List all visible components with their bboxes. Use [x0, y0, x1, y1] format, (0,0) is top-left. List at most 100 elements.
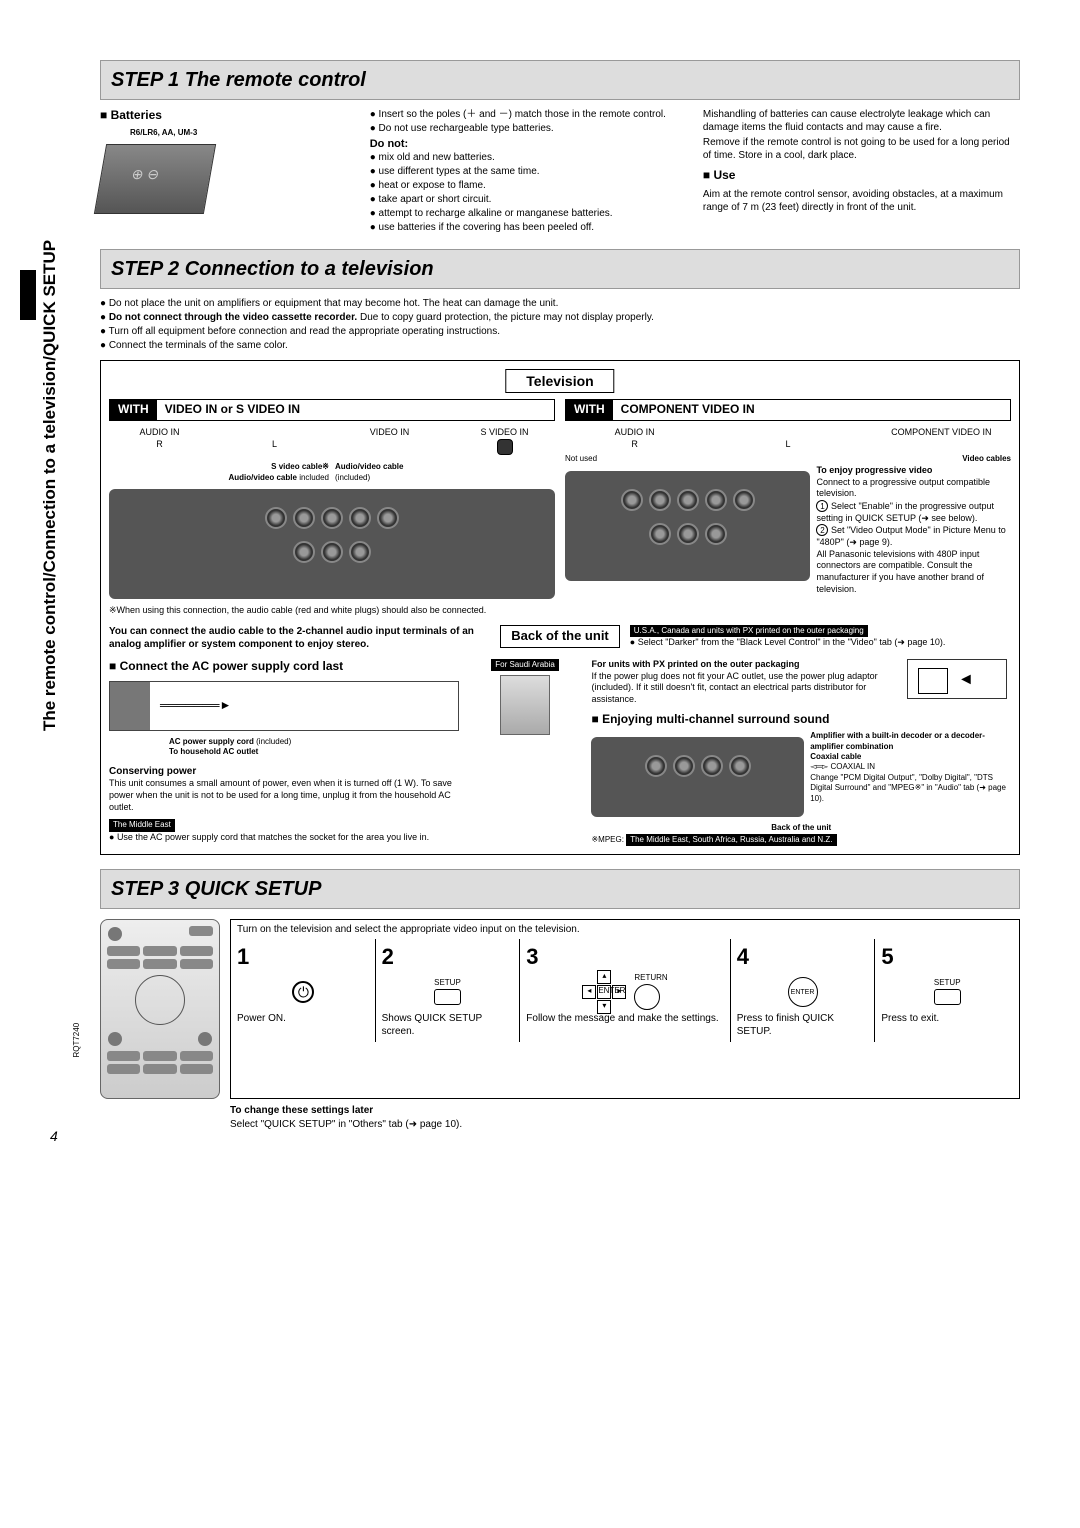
- darker-note: Select "Darker" from the "Black Level Co…: [638, 637, 946, 647]
- step3-section: STEP 3 QUICK SETUP Turn on the televisio…: [100, 869, 1020, 1132]
- step-text: Follow the message and make the settings…: [526, 1012, 723, 1025]
- donot-heading: Do not:: [370, 137, 687, 151]
- included-label3: included: [259, 737, 289, 746]
- warn-item: Do not connect through the video cassett…: [100, 311, 1020, 324]
- ac-outlet-label: To household AC outlet: [169, 747, 258, 756]
- progressive-text1a: Select "Enable" in the progressive outpu…: [816, 501, 994, 523]
- circled-two-icon: 2: [816, 524, 828, 536]
- donot-item: mix old and new batteries.: [370, 151, 687, 164]
- progressive-text2: All Panasonic televisions with 480P inpu…: [816, 549, 984, 594]
- saudi-tag: For Saudi Arabia: [491, 659, 559, 671]
- doc-code: RQT7240: [72, 1023, 82, 1058]
- region-tag: U.S.A., Canada and units with PX printed…: [630, 625, 868, 637]
- donot-item: take apart or short circuit.: [370, 193, 687, 206]
- warn-item: Turn off all equipment before connection…: [100, 325, 1020, 338]
- donot-item: use different types at the same time.: [370, 165, 687, 178]
- change-heading: To change these settings later: [230, 1105, 373, 1116]
- enter-button-icon: ENTER: [788, 977, 818, 1007]
- av-cable-label: Audio/video cable: [228, 473, 296, 482]
- surround-heading: Enjoying multi-channel surround sound: [591, 712, 1011, 728]
- return-label: RETURN: [634, 973, 667, 983]
- with-label-r: WITH: [566, 400, 613, 420]
- not-used-label: Not used: [565, 454, 786, 464]
- setup-label-2: SETUP: [934, 978, 961, 988]
- jack-label: L: [272, 439, 277, 449]
- included-label: included: [299, 473, 329, 482]
- step2-section: STEP 2 Connection to a television Do not…: [100, 249, 1020, 855]
- progressive-heading: To enjoy progressive video: [816, 465, 932, 475]
- warn-item: Do not place the unit on amplifiers or e…: [100, 297, 1020, 310]
- setup-button-icon: [434, 989, 461, 1005]
- donot-item: use batteries if the covering has been p…: [370, 221, 687, 234]
- right-with-text: COMPONENT VIDEO IN: [613, 400, 1010, 420]
- remove-note: Remove if the remote control is not goin…: [703, 136, 1020, 162]
- page-number: 4: [50, 1127, 58, 1145]
- step-text: Press to finish QUICK SETUP.: [737, 1012, 869, 1038]
- mishandle-note: Mishandling of batteries can cause elect…: [703, 108, 1020, 134]
- donot-item: attempt to recharge alkaline or manganes…: [370, 207, 687, 220]
- step-num: 5: [881, 943, 1013, 972]
- batteries-heading: Batteries: [100, 108, 354, 124]
- step3-header: STEP 3 QUICK SETUP: [100, 869, 1020, 909]
- step-num: 2: [382, 943, 514, 972]
- mpeg-prefix: ※MPEG:: [591, 835, 623, 844]
- ac-cord-label: AC power supply cord: [169, 737, 254, 746]
- quick-setup-steps-table: Turn on the television and select the ap…: [230, 919, 1020, 1099]
- battery-spec: R6/LR6, AA, UM-3: [130, 128, 354, 138]
- jack-label: COMPONENT VIDEO IN: [891, 427, 991, 437]
- quick-setup-intro: Turn on the television and select the ap…: [231, 920, 1019, 939]
- progressive-text1b: Set "Video Output Mode" in Picture Menu …: [816, 525, 1005, 547]
- with-label: WITH: [110, 400, 157, 420]
- middle-east-tag: The Middle East: [109, 819, 175, 831]
- px-text: If the power plug does not fit your AC o…: [591, 671, 877, 704]
- px-heading: For units with PX printed on the outer p…: [591, 659, 799, 669]
- back-panel-right-illustration: [565, 471, 810, 581]
- use-text: Aim at the remote control sensor, avoidi…: [703, 188, 1020, 214]
- surround-panel-illustration: [591, 737, 804, 817]
- step-text: Shows QUICK SETUP screen.: [382, 1012, 514, 1038]
- jack-label: S VIDEO IN: [480, 427, 528, 437]
- use-heading: Use: [703, 168, 1020, 184]
- page-tab-marker: [20, 270, 36, 320]
- back-panel-left-illustration: [109, 489, 555, 599]
- setup-label: SETUP: [434, 978, 461, 988]
- donot-item: heat or expose to flame.: [370, 179, 687, 192]
- warn-item: Connect the terminals of the same color.: [100, 339, 1020, 352]
- conserve-heading: Conserving power: [109, 765, 459, 778]
- plug-illustration-saudi: [500, 675, 550, 735]
- plug-adaptor-illustration: [907, 659, 1007, 699]
- remote-control-illustration: [100, 919, 220, 1099]
- rechargeable-note: Do not use rechargeable type batteries.: [370, 122, 687, 135]
- back-unit-small: Back of the unit: [591, 823, 1011, 833]
- middle-east-note: Use the AC power supply cord that matche…: [117, 832, 429, 842]
- television-label: Television: [505, 369, 614, 393]
- circled-one-icon: 1: [816, 500, 828, 512]
- step-num: 1: [237, 943, 369, 972]
- nav-buttons-icon: ▴ ◂ENTER▸ ▾ RETURN: [582, 970, 667, 1014]
- step-text: Press to exit.: [881, 1012, 1013, 1025]
- step1-section: STEP 1 The remote control Batteries R6/L…: [100, 60, 1020, 235]
- step-num: 4: [737, 943, 869, 972]
- jack-label: AUDIO IN: [615, 427, 655, 437]
- battery-compartment-illustration: [94, 144, 216, 214]
- svideo-cable-label: S video cable※: [271, 462, 329, 471]
- return-button-icon: [634, 984, 660, 1010]
- power-icon: [292, 981, 314, 1003]
- svideo-jack-icon: [497, 439, 513, 455]
- back-of-unit-label: Back of the unit: [500, 625, 620, 648]
- jack-label: R: [631, 439, 638, 449]
- jack-label: R: [156, 439, 163, 449]
- progressive-text1: Connect to a progressive output compatib…: [816, 477, 990, 499]
- step-num: 3: [526, 943, 723, 972]
- video-cables-label: Video cables: [962, 454, 1011, 463]
- insert-note: Insert so the poles (＋ and －) match thos…: [370, 108, 687, 121]
- step-text: Power ON.: [237, 1012, 369, 1025]
- jack-label: AUDIO IN: [139, 427, 179, 437]
- amp-label: Amplifier with a built-in decoder or a d…: [810, 731, 985, 750]
- coax-in-label: COAXIAL IN: [830, 762, 875, 771]
- stereo-note: You can connect the audio cable to the 2…: [109, 626, 474, 650]
- jack-label: VIDEO IN: [370, 427, 410, 437]
- left-with-text: VIDEO IN or S VIDEO IN: [157, 400, 554, 420]
- jack-label: L: [785, 439, 790, 449]
- svideo-note: ※When using this connection, the audio c…: [109, 605, 555, 617]
